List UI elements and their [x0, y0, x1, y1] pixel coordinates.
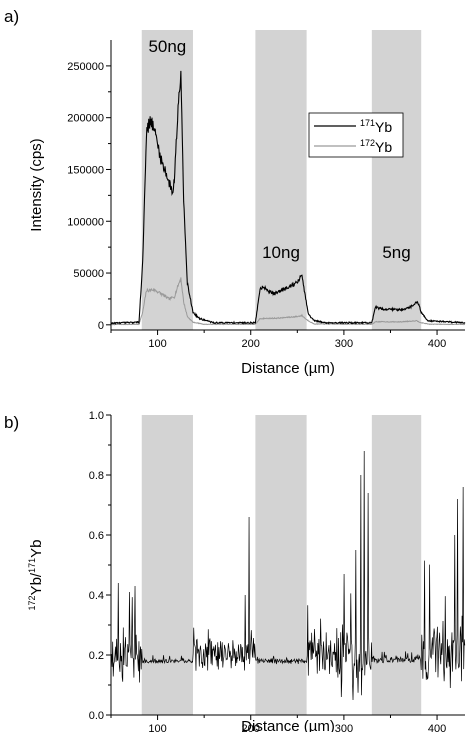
ylabel-denominator-element: Yb: [28, 540, 45, 558]
band-label: 50ng: [148, 37, 186, 56]
panel-a-band-labels: 50ng 10ng 5ng: [148, 37, 410, 262]
panel-b-x-tick-label: 300: [335, 723, 353, 732]
panel-b-band: [141, 415, 193, 715]
panel-a-x-tick-label: 400: [428, 338, 446, 350]
panel-a-band: [255, 30, 307, 330]
ylabel-denominator-mass: 171: [27, 558, 37, 573]
panel-a-series: [110, 70, 466, 326]
panel-b-x-axis-label: Distance (µm): [241, 718, 335, 732]
panel-b-y-tick-label: 0.6: [89, 530, 104, 542]
series-line-ratio: [110, 450, 466, 701]
panel-b-y-tick-label: 1.0: [89, 410, 104, 422]
legend-mass-yb171: 171: [360, 118, 375, 128]
legend-label-yb171: 171Yb: [360, 118, 392, 135]
panel-b-y-tick-label: 0.4: [89, 590, 104, 602]
legend-mass-yb172: 172: [360, 138, 375, 148]
panel-a-axes: 100 200 300 400 0 50000 100000 150000 200000 2500…: [67, 40, 465, 350]
legend-box: [308, 112, 404, 158]
panel-a-band: [371, 30, 422, 330]
panel-b-x-tick-label: 100: [148, 723, 166, 732]
ylabel-numerator-mass: 172: [27, 595, 37, 610]
legend-element-yb172: Yb: [375, 139, 392, 155]
panel-a-y-tick-label: 100000: [67, 216, 104, 228]
panel-b-bands: [141, 415, 422, 715]
panel-a-y-tick-label: 200000: [67, 113, 104, 125]
series-line-yb172: [110, 277, 465, 326]
panel-a-x-tick-label: 200: [242, 338, 260, 350]
series-line-yb171: [110, 70, 466, 326]
panel-b-y-tick-label: 0.2: [89, 650, 104, 662]
panel-a-y-tick-label: 150000: [67, 164, 104, 176]
ylabel-numerator-element: Yb: [28, 577, 45, 595]
panel-a-x-tick-label: 300: [335, 338, 353, 350]
panel-a-y-tick-label: 50000: [73, 268, 104, 280]
panel-b-label: b): [4, 413, 19, 432]
panel-b-series: [110, 450, 466, 701]
panel-b-y-axis-label: 172Yb/171Yb: [27, 540, 45, 611]
panel-a-chart: a) 100 200 300 400 0 50000 100000 150000 200000 2…: [4, 7, 466, 377]
panel-a-y-axis-label: Intensity (cps): [28, 138, 45, 231]
panel-a-x-axis-label: Distance (µm): [241, 360, 335, 377]
legend-element-yb171: Yb: [375, 119, 392, 135]
legend: 171Yb 172Yb: [308, 112, 404, 158]
band-label: 10ng: [262, 243, 300, 262]
panel-b-y-tick-label: 0.8: [89, 470, 104, 482]
panel-b-x-tick-label: 400: [428, 723, 446, 732]
panel-b-band: [371, 415, 422, 715]
panel-a-y-tick-label: 0: [98, 320, 104, 332]
panel-b-chart: b) 100 200 300 400 0.0 0.2 0.4 0.6 0.8 1.0 Distan…: [4, 410, 466, 732]
legend-label-yb172: 172Yb: [360, 138, 392, 155]
ylabel-slash: /: [28, 572, 45, 577]
panel-b-x-tick-label: 200: [242, 723, 260, 732]
panel-a-label: a): [4, 7, 19, 26]
panel-b-y-tick-label: 0.0: [89, 710, 104, 722]
panel-a-x-tick-label: 100: [148, 338, 166, 350]
panel-b-axes: 100 200 300 400 0.0 0.2 0.4 0.6 0.8 1.0: [89, 410, 465, 732]
band-label: 5ng: [382, 243, 410, 262]
panel-a-bands: [141, 30, 422, 330]
panel-b-band: [255, 415, 307, 715]
panel-a-y-tick-label: 250000: [67, 61, 104, 73]
